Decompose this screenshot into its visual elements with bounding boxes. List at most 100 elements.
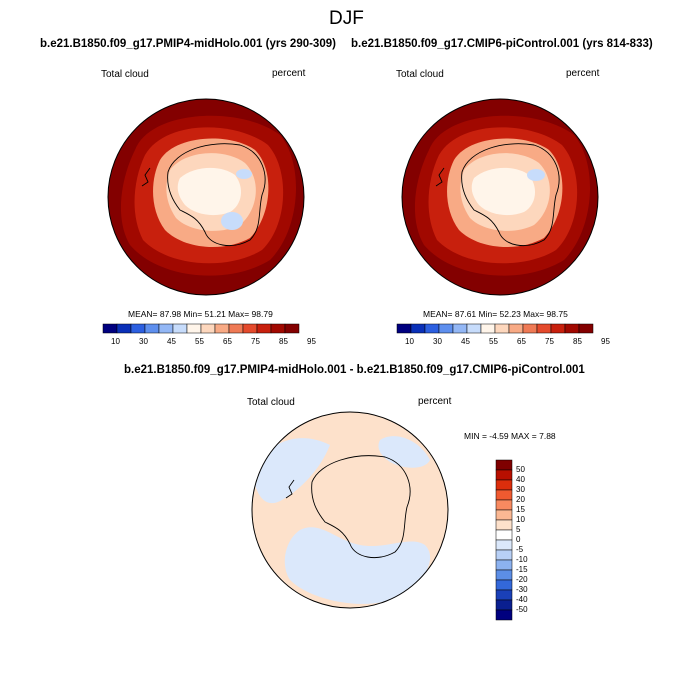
right-map-outline (401, 98, 599, 296)
left-colorbar-swatch (256, 323, 272, 334)
difference-colorbar-swatch (495, 469, 513, 481)
right-colorbar-swatch (494, 323, 510, 334)
right-colorbar-swatch (522, 323, 538, 334)
left-colorbar-tick-label: 65 (223, 337, 232, 346)
left-units-label: percent (272, 68, 306, 79)
left-colorbar-swatch (144, 323, 160, 334)
right-colorbar-tick-label: 55 (489, 337, 498, 346)
left-variable-label: Total cloud (101, 69, 149, 80)
right-colorbar-tick-label: 45 (461, 337, 470, 346)
right-colorbar-swatch (480, 323, 496, 334)
left-colorbar-tick-label: 55 (195, 337, 204, 346)
difference-colorbar-swatch (495, 559, 513, 571)
left-colorbar-swatch (284, 323, 300, 334)
left-panel-title: b.e21.B1850.f09_g17.PMIP4-midHolo.001 (y… (40, 38, 336, 50)
difference-stats: MIN = -4.59 MAX = 7.88 (464, 431, 556, 441)
left-colorbar-tick-label: 75 (251, 337, 260, 346)
left-colorbar-swatch (186, 323, 202, 334)
difference-units-label: percent (418, 396, 452, 407)
difference-colorbar-tick-label: 0 (516, 535, 521, 544)
difference-colorbar-swatch (495, 459, 513, 471)
left-polar-map (108, 99, 304, 295)
right-colorbar-swatch (424, 323, 440, 334)
left-colorbar-swatch (116, 323, 132, 334)
difference-colorbar-swatch (495, 519, 513, 531)
difference-colorbar-tick-label: -10 (516, 555, 528, 564)
difference-colorbar-tick-label: -50 (516, 605, 528, 614)
right-stats: MEAN= 87.61 Min= 52.23 Max= 98.75 (423, 309, 568, 319)
right-colorbar-swatch (550, 323, 566, 334)
left-colorbar-swatch (242, 323, 258, 334)
right-colorbar-tick-label: 65 (517, 337, 526, 346)
left-colorbar-swatch (130, 323, 146, 334)
right-colorbar-swatch (410, 323, 426, 334)
left-colorbar-tick-label: 30 (139, 337, 148, 346)
difference-colorbar-tick-label: 5 (516, 525, 521, 534)
difference-map-outline (251, 411, 449, 609)
right-colorbar-swatch (564, 323, 580, 334)
difference-colorbar-swatch (495, 569, 513, 581)
right-colorbar-swatch (536, 323, 552, 334)
left-colorbar-tick-label: 95 (307, 337, 316, 346)
difference-colorbar-tick-label: 10 (516, 515, 525, 524)
right-colorbar-swatch (466, 323, 482, 334)
left-colorbar-swatch (158, 323, 174, 334)
difference-colorbar-tick-label: 15 (516, 505, 525, 514)
right-panel-title: b.e21.B1850.f09_g17.CMIP6-piControl.001 … (351, 38, 653, 50)
left-colorbar-tick-label: 10 (111, 337, 120, 346)
right-colorbar-tick-label: 95 (601, 337, 610, 346)
difference-colorbar-tick-label: -15 (516, 565, 528, 574)
right-colorbar-swatch (578, 323, 594, 334)
difference-colorbar-tick-label: -20 (516, 575, 528, 584)
right-colorbar-tick-label: 75 (545, 337, 554, 346)
right-variable-label: Total cloud (396, 69, 444, 80)
left-colorbar-swatch (102, 323, 118, 334)
difference-colorbar-swatch (495, 489, 513, 501)
difference-colorbar-tick-label: -40 (516, 595, 528, 604)
left-stats: MEAN= 87.98 Min= 51.21 Max= 98.79 (128, 309, 273, 319)
left-colorbar-swatch (270, 323, 286, 334)
difference-colorbar-tick-label: 30 (516, 485, 525, 494)
difference-colorbar-tick-label: -5 (516, 545, 524, 554)
difference-colorbar-swatch (495, 509, 513, 521)
left-colorbar-tick-label: 45 (167, 337, 176, 346)
right-coastline (435, 143, 560, 247)
difference-colorbar-tick-label: 20 (516, 495, 525, 504)
right-colorbar (396, 323, 594, 334)
difference-polar-map (252, 412, 448, 608)
right-colorbar-tick-label: 30 (433, 337, 442, 346)
difference-colorbar-swatch (495, 549, 513, 561)
difference-colorbar-swatch (495, 589, 513, 601)
difference-colorbar-swatch (495, 499, 513, 511)
right-colorbar-tick-label: 10 (405, 337, 414, 346)
difference-colorbar-swatch (495, 579, 513, 591)
right-colorbar-swatch (396, 323, 412, 334)
difference-colorbar-swatch (495, 539, 513, 551)
left-colorbar (102, 323, 300, 334)
right-colorbar-tick-label: 85 (573, 337, 582, 346)
difference-colorbar (495, 459, 513, 621)
difference-colorbar-tick-label: -30 (516, 585, 528, 594)
main-title: DJF (329, 8, 364, 29)
left-coastline (141, 143, 266, 247)
right-polar-map (402, 99, 598, 295)
difference-colorbar-swatch (495, 479, 513, 491)
left-colorbar-swatch (200, 323, 216, 334)
left-map-outline (107, 98, 305, 296)
difference-colorbar-tick-label: 50 (516, 465, 525, 474)
difference-variable-label: Total cloud (247, 397, 295, 408)
right-colorbar-swatch (452, 323, 468, 334)
left-colorbar-swatch (172, 323, 188, 334)
difference-colorbar-swatch (495, 529, 513, 541)
right-units-label: percent (566, 68, 600, 79)
difference-colorbar-tick-label: 40 (516, 475, 525, 484)
left-colorbar-tick-label: 85 (279, 337, 288, 346)
left-colorbar-swatch (214, 323, 230, 334)
left-colorbar-swatch (228, 323, 244, 334)
difference-colorbar-swatch (495, 609, 513, 621)
right-colorbar-swatch (508, 323, 524, 334)
right-colorbar-swatch (438, 323, 454, 334)
difference-colorbar-swatch (495, 599, 513, 611)
difference-panel-title: b.e21.B1850.f09_g17.PMIP4-midHolo.001 - … (124, 364, 585, 376)
